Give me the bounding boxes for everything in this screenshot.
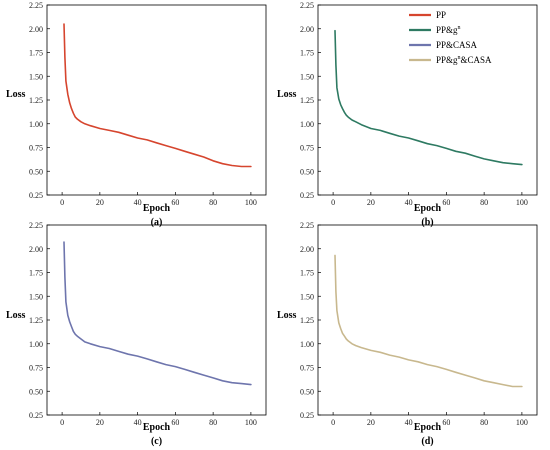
- y-tick-label: 2.25: [29, 221, 43, 230]
- x-tick-label: 40: [134, 418, 142, 427]
- x-tick-label: 0: [331, 418, 335, 427]
- x-tick-label: 60: [171, 418, 179, 427]
- y-tick-label: 0.75: [300, 144, 314, 153]
- y-tick-label: 0.50: [300, 167, 314, 176]
- y-tick-label: 1.00: [300, 120, 314, 129]
- y-axis-label: Loss: [277, 89, 297, 100]
- y-tick-label: 1.50: [300, 292, 314, 301]
- x-tick-label: 100: [245, 418, 257, 427]
- panel-label: (d): [421, 436, 433, 447]
- x-tick-label: 20: [96, 198, 104, 207]
- x-tick-label: 100: [245, 198, 257, 207]
- y-tick-label: 0.75: [29, 364, 43, 373]
- x-tick-label: 100: [516, 198, 528, 207]
- y-tick-label: 2.00: [300, 245, 314, 254]
- y-tick-label: 1.25: [29, 316, 43, 325]
- x-axis-label: Epoch: [143, 422, 171, 433]
- y-tick-label: 2.00: [29, 25, 43, 34]
- y-tick-label: 1.75: [29, 49, 43, 58]
- y-axis-label: Loss: [277, 310, 297, 321]
- x-tick-label: 80: [480, 418, 488, 427]
- y-tick-label: 1.75: [29, 269, 43, 278]
- y-tick-label: 1.50: [29, 292, 43, 301]
- y-tick-label: 1.25: [29, 96, 43, 105]
- y-tick-label: 0.50: [29, 387, 43, 396]
- chart-panel-d: 0 20 40 60 80 100 0.25 0.50 0.75 1.00 1.25 1.50 1.75…: [277, 221, 538, 447]
- y-axis-label: Loss: [6, 89, 26, 100]
- y-tick-label: 0.25: [29, 191, 43, 200]
- y-tick-label: 0.50: [29, 167, 43, 176]
- legend-entry-label: PP&gn: [436, 25, 461, 35]
- x-axis-label: Epoch: [414, 422, 442, 433]
- y-tick-label: 2.25: [300, 221, 314, 230]
- y-tick-label: 1.00: [29, 120, 43, 129]
- x-tick-label: 40: [134, 198, 142, 207]
- y-tick-label: 2.25: [300, 1, 314, 10]
- x-tick-label: 100: [516, 418, 528, 427]
- x-tick-label: 0: [331, 198, 335, 207]
- y-tick-label: 1.75: [300, 49, 314, 58]
- y-tick-label: 0.25: [300, 411, 314, 420]
- x-tick-label: 40: [405, 418, 413, 427]
- plot-frame: [317, 224, 538, 416]
- y-tick-label: 0.25: [29, 411, 43, 420]
- y-tick-label: 1.50: [29, 72, 43, 81]
- panel-label: (b): [421, 217, 433, 228]
- loss-series-line: [63, 241, 252, 386]
- loss-series-line: [63, 23, 252, 168]
- x-tick-label: 80: [480, 198, 488, 207]
- x-tick-label: 60: [442, 198, 450, 207]
- y-tick-label: 0.50: [300, 387, 314, 396]
- chart-panel-c: 0 20 40 60 80 100 0.25 0.50 0.75 1.00 1.25 1.50 1.75…: [6, 221, 267, 447]
- y-tick-label: 1.00: [29, 340, 43, 349]
- plot-frame: [46, 4, 267, 196]
- x-tick-label: 40: [405, 198, 413, 207]
- y-tick-label: 0.75: [29, 144, 43, 153]
- plot-frame: [317, 4, 538, 196]
- x-axis-label: Epoch: [143, 203, 171, 214]
- x-tick-label: 20: [96, 418, 104, 427]
- y-tick-label: 2.00: [300, 25, 314, 34]
- y-tick-label: 0.25: [300, 191, 314, 200]
- x-tick-label: 20: [367, 198, 375, 207]
- x-tick-label: 60: [442, 418, 450, 427]
- y-axis-label: Loss: [6, 310, 26, 321]
- x-tick-label: 80: [209, 418, 217, 427]
- y-tick-label: 1.25: [300, 96, 314, 105]
- y-tick-label: 1.50: [300, 72, 314, 81]
- legend-entry-label: PP: [436, 10, 446, 20]
- y-tick-label: 2.25: [29, 1, 43, 10]
- loss-series-line: [334, 29, 523, 166]
- legend: PP PP&gn PP&CASA PP&gn&CASA: [409, 10, 492, 65]
- panel-label: (a): [151, 217, 163, 228]
- y-tick-label: 1.25: [300, 316, 314, 325]
- x-tick-label: 80: [209, 198, 217, 207]
- x-tick-label: 0: [60, 198, 64, 207]
- chart-panel-a: 0 20 40 60 80 100 0.25 0.50 0.75 1.00 1.25 1.50 1.75…: [6, 1, 267, 228]
- y-tick-label: 2.00: [29, 245, 43, 254]
- loss-series-line: [334, 254, 523, 388]
- chart-panel-b: 0 20 40 60 80 100 0.25 0.50 0.75 1.00 1.25 1.50 1.75…: [277, 1, 538, 228]
- x-axis-label: Epoch: [414, 203, 442, 214]
- y-tick-label: 1.00: [300, 340, 314, 349]
- panel-label: (c): [151, 436, 162, 447]
- y-tick-label: 0.75: [300, 364, 314, 373]
- x-tick-label: 20: [367, 418, 375, 427]
- legend-entry-label: PP&gn&CASA: [436, 55, 492, 65]
- x-tick-label: 0: [60, 418, 64, 427]
- plot-frame: [46, 224, 267, 416]
- x-tick-label: 60: [171, 198, 179, 207]
- legend-entry-label: PP&CASA: [436, 40, 478, 50]
- y-tick-label: 1.75: [300, 269, 314, 278]
